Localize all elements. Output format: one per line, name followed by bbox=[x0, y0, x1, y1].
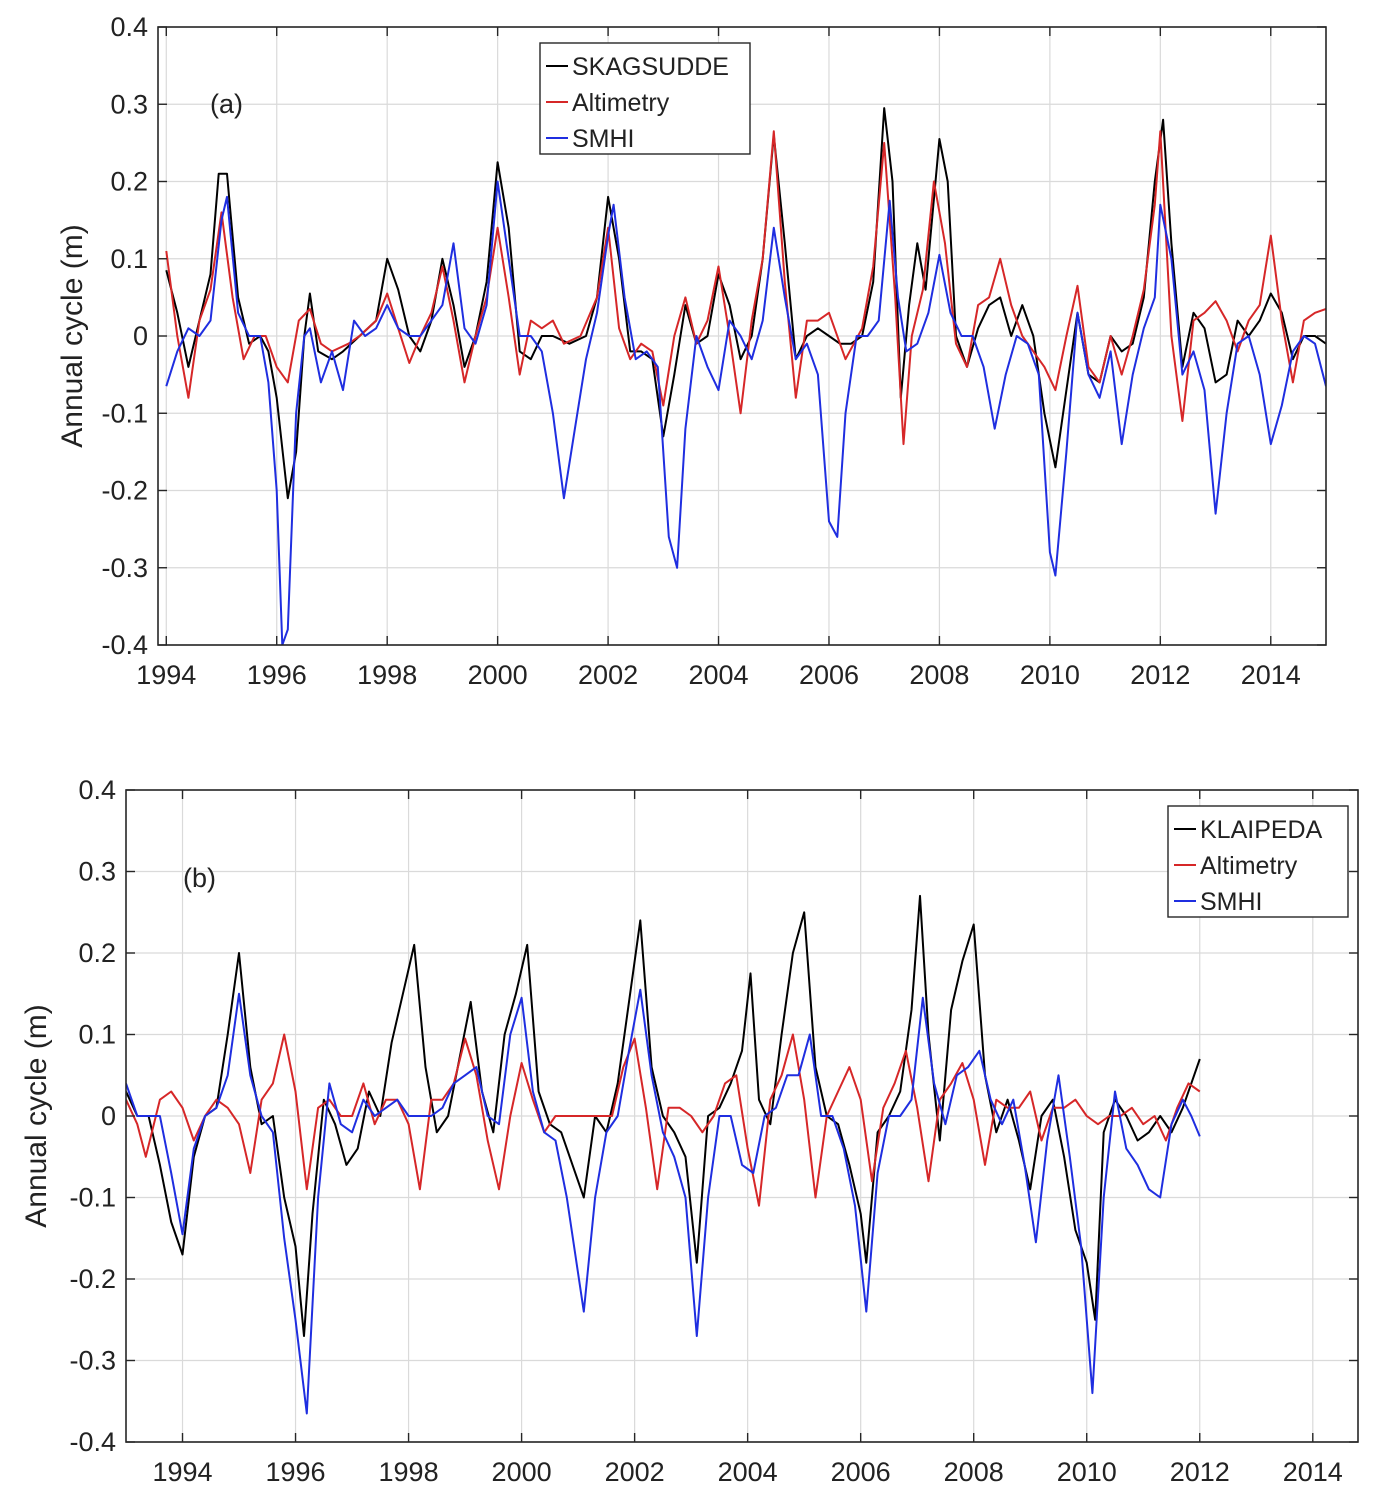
panel-a-x-tick-label: 1996 bbox=[247, 660, 307, 690]
panel-a-y-tick-label: -0.2 bbox=[101, 476, 148, 506]
panel-a-y-tick-label: -0.3 bbox=[101, 553, 148, 583]
panel-a-y-tick-labels: -0.4 -0.3 -0.2 -0.1 0 0.1 0.2 0.3 0.4 bbox=[101, 12, 148, 660]
panel-a-y-tick-label: 0.1 bbox=[110, 244, 148, 274]
panel-b-x-tick-label: 1996 bbox=[266, 1457, 326, 1487]
panel-a-y-tick-label: 0.2 bbox=[110, 167, 148, 197]
panel-b-y-tick-label: 0.3 bbox=[78, 857, 116, 887]
panel-a-y-tick-label: 0 bbox=[133, 321, 148, 351]
panel-b-series-altimetry bbox=[126, 1033, 1201, 1207]
panel-b-x-tick-label: 2014 bbox=[1283, 1457, 1343, 1487]
panel-b-x-tick-label: 2002 bbox=[605, 1457, 665, 1487]
panel-b-x-tick-label: 2006 bbox=[831, 1457, 891, 1487]
panel-b-label: (b) bbox=[183, 863, 216, 893]
panel-b-y-tick-label: 0.2 bbox=[78, 938, 116, 968]
panel-a-ticks bbox=[158, 26, 1326, 646]
panel-a: 1994 1996 1998 2000 2002 2004 2006 2008 2010 2012… bbox=[56, 12, 1327, 690]
panel-a-legend: SKAGSUDDE Altimetry SMHI bbox=[539, 42, 751, 155]
panel-a-y-tick-label: -0.4 bbox=[101, 630, 148, 660]
panel-b-x-tick-label: 2012 bbox=[1170, 1457, 1230, 1487]
panel-a-x-tick-label: 2004 bbox=[688, 660, 748, 690]
panel-b: 1994 1996 1998 2000 2002 2004 2006 2008 2010 2012… bbox=[20, 775, 1359, 1487]
panel-b-legend-label-smhi: SMHI bbox=[1200, 888, 1263, 916]
panel-b-x-tick-label: 2000 bbox=[492, 1457, 552, 1487]
panel-b-y-tick-label: 0.4 bbox=[78, 775, 116, 805]
panel-a-x-tick-label: 2006 bbox=[799, 660, 859, 690]
panel-b-x-tick-label: 2008 bbox=[944, 1457, 1004, 1487]
panel-a-x-tick-label: 2000 bbox=[468, 660, 528, 690]
panel-b-legend-box bbox=[1167, 805, 1349, 918]
panel-b-x-tick-label: 1998 bbox=[379, 1457, 439, 1487]
panel-a-y-tick-label: 0.4 bbox=[110, 12, 148, 42]
panel-a-y-tick-label: 0.3 bbox=[110, 89, 148, 119]
panel-b-grid bbox=[126, 789, 1358, 1443]
panel-a-series bbox=[165, 107, 1326, 645]
panel-b-ticks bbox=[126, 789, 1358, 1443]
panel-b-x-tick-labels: 1994 1996 1998 2000 2002 2004 2006 2008 2010 2012… bbox=[152, 1457, 1342, 1487]
panel-b-y-tick-labels: -0.4 -0.3 -0.2 -0.1 0 0.1 0.2 0.3 0.4 bbox=[69, 775, 116, 1457]
panel-a-x-tick-label: 2008 bbox=[909, 660, 969, 690]
panel-b-legend-label-klaipeda: KLAIPEDA bbox=[1200, 816, 1323, 844]
panel-a-legend-label-altimetry: Altimetry bbox=[572, 89, 670, 117]
panel-b-legend: KLAIPEDA Altimetry SMHI bbox=[1167, 805, 1349, 918]
panel-a-x-tick-label: 1994 bbox=[136, 660, 196, 690]
panel-a-series-smhi bbox=[165, 180, 1326, 645]
panel-a-x-tick-label: 2010 bbox=[1020, 660, 1080, 690]
panel-a-x-tick-label: 2012 bbox=[1130, 660, 1190, 690]
panel-a-legend-label-smhi: SMHI bbox=[572, 125, 635, 153]
panel-a-legend-label-skagsudde: SKAGSUDDE bbox=[572, 53, 729, 81]
panel-b-y-tick-label: -0.3 bbox=[69, 1346, 116, 1376]
panel-b-y-tick-label: 0.1 bbox=[78, 1020, 116, 1050]
panel-a-series-skagsudde bbox=[165, 107, 1326, 500]
panel-b-x-tick-label: 2004 bbox=[718, 1457, 778, 1487]
panel-a-legend-box bbox=[539, 42, 751, 155]
panel-b-series bbox=[126, 894, 1201, 1415]
panel-b-y-tick-label: -0.2 bbox=[69, 1264, 116, 1294]
panel-a-x-tick-labels: 1994 1996 1998 2000 2002 2004 2006 2008 2010 2012… bbox=[136, 660, 1301, 690]
panel-b-x-tick-label: 1994 bbox=[152, 1457, 212, 1487]
panel-b-y-tick-label: -0.1 bbox=[69, 1183, 116, 1213]
panel-a-x-tick-label: 2014 bbox=[1241, 660, 1301, 690]
panel-a-x-tick-label: 1998 bbox=[357, 660, 417, 690]
panel-a-y-tick-label: -0.1 bbox=[101, 398, 148, 428]
panel-a-x-tick-label: 2002 bbox=[578, 660, 638, 690]
panel-b-y-tick-label: -0.4 bbox=[69, 1427, 116, 1457]
panel-a-label: (a) bbox=[210, 89, 243, 119]
panel-b-x-tick-label: 2010 bbox=[1057, 1457, 1117, 1487]
panel-b-legend-label-altimetry: Altimetry bbox=[1200, 852, 1298, 880]
panel-b-series-smhi bbox=[126, 988, 1201, 1415]
panel-a-series-altimetry bbox=[165, 130, 1326, 446]
panel-a-y-axis-label: Annual cycle (m) bbox=[56, 224, 89, 447]
panel-b-y-tick-label: 0 bbox=[101, 1101, 116, 1131]
panel-b-y-axis-label: Annual cycle (m) bbox=[20, 1004, 53, 1227]
